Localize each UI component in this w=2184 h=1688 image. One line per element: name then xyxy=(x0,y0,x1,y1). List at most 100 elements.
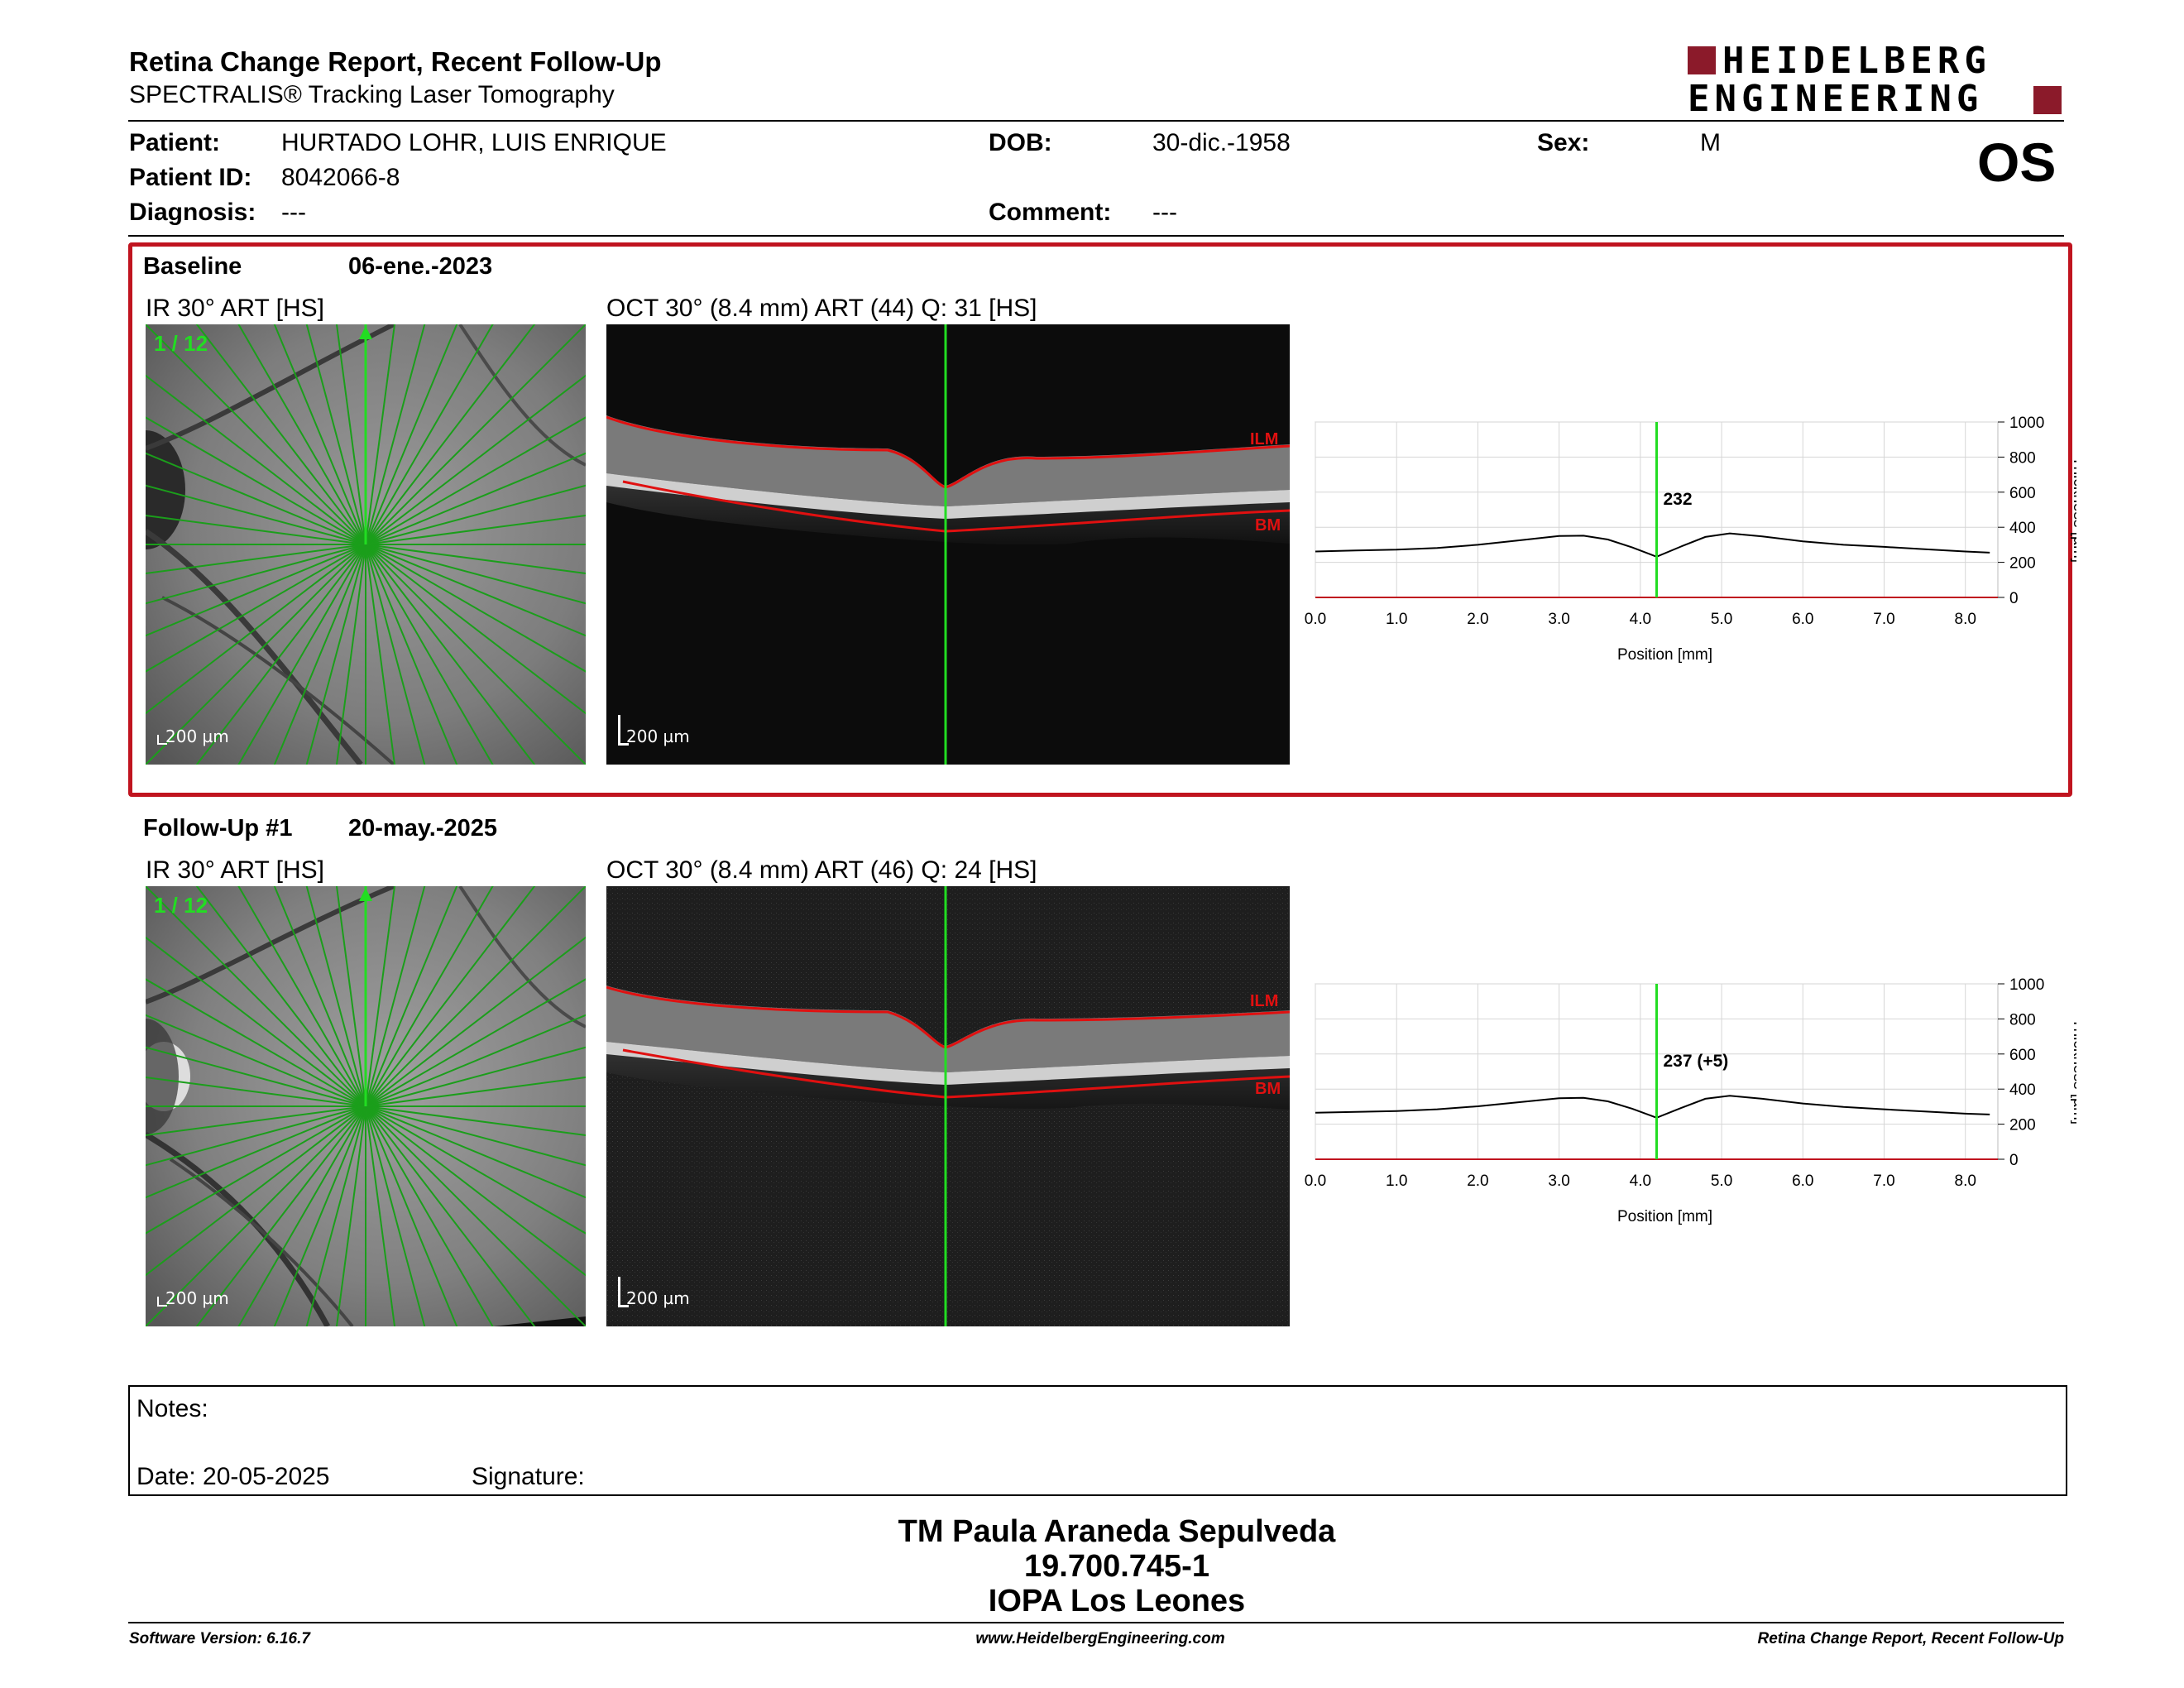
baseline-ir-title: IR 30° ART [HS] xyxy=(146,295,324,322)
baseline-oct-svg xyxy=(606,324,1290,765)
notes-box: Notes: Date: 20-05-2025 Signature: xyxy=(128,1385,2067,1496)
heidelberg-logo: HEIDELBERG ENGINEERING xyxy=(1688,43,2068,119)
baseline-ir-scale-text: 200 µm xyxy=(165,727,229,746)
followup-label: Follow-Up #1 xyxy=(143,815,293,842)
x-tick-label: 2.0 xyxy=(1467,1172,1488,1190)
footer-rule xyxy=(128,1622,2064,1623)
baseline-ilm-label: ILM xyxy=(1250,430,1279,448)
y-tick-label: 600 xyxy=(2009,485,2036,502)
baseline-ir-scale-bar xyxy=(157,735,167,745)
eye-indicator: OS xyxy=(1977,132,2057,193)
y-axis-label: Thickness [µm] xyxy=(2070,457,2076,563)
logo-square-bottom xyxy=(2033,86,2062,114)
patient-name: HURTADO LOHR, LUIS ENRIQUE xyxy=(281,129,667,156)
x-axis-label: Position [mm] xyxy=(1617,646,1712,664)
marker-value-label: 232 xyxy=(1664,490,1693,509)
x-tick-label: 8.0 xyxy=(1955,611,1976,628)
x-tick-label: 4.0 xyxy=(1630,1172,1651,1190)
baseline-thickness-chart: 0.0 1.0 2.0 3.0 4.0 5.0 6.0 7.0 8.0 0 200 400 600 800… xyxy=(1299,405,2087,687)
diagnosis-label: Diagnosis: xyxy=(129,199,256,226)
baseline-oct-image: ILM BM 200 µm xyxy=(606,324,1290,765)
header-rule xyxy=(128,120,2064,122)
x-tick-label: 5.0 xyxy=(1711,611,1732,628)
patient-label: Patient: xyxy=(129,129,221,156)
signature-label: Signature: xyxy=(472,1463,585,1490)
y-tick-label: 600 xyxy=(2009,1047,2036,1064)
y-tick-label: 400 xyxy=(2009,1081,2036,1099)
patient-rule xyxy=(128,235,2064,237)
followup-scan-index: 1 / 12 xyxy=(154,893,208,918)
footer-report-name: Retina Change Report, Recent Follow-Up xyxy=(1757,1630,2064,1647)
followup-oct-title: OCT 30° (8.4 mm) ART (46) Q: 24 [HS] xyxy=(606,856,1037,884)
notes-label: Notes: xyxy=(136,1395,208,1422)
signatory-id: 19.700.745-1 xyxy=(1024,1549,1209,1584)
y-tick-label: 200 xyxy=(2009,555,2036,573)
baseline-chart-svg: 0.0 1.0 2.0 3.0 4.0 5.0 6.0 7.0 8.0 0 200 400 600 800… xyxy=(1305,415,2087,664)
x-tick-label: 8.0 xyxy=(1955,1172,1976,1190)
y-tick-label: 800 xyxy=(2009,449,2036,467)
patient-id-value: 8042066-8 xyxy=(281,164,400,191)
followup-fundus-svg xyxy=(146,886,586,1326)
y-tick-label: 0 xyxy=(2009,1152,2019,1169)
footer-software: Software Version: 6.16.7 xyxy=(129,1630,310,1647)
followup-oct-svg xyxy=(606,886,1290,1326)
baseline-oct-scale-bar xyxy=(618,715,629,746)
y-tick-label: 400 xyxy=(2009,520,2036,537)
baseline-bm-label: BM xyxy=(1255,516,1281,535)
followup-date: 20-may.-2025 xyxy=(348,815,498,842)
logo-square-top xyxy=(1688,46,1716,74)
x-tick-label: 1.0 xyxy=(1386,1172,1407,1190)
baseline-oct-title: OCT 30° (8.4 mm) ART (44) Q: 31 [HS] xyxy=(606,295,1037,322)
followup-ir-scale-bar xyxy=(157,1297,167,1307)
followup-chart-svg: 0.0 1.0 2.0 3.0 4.0 5.0 6.0 7.0 8.0 0 200 400 600 800… xyxy=(1305,976,2087,1225)
x-tick-label: 3.0 xyxy=(1548,1172,1569,1190)
x-tick-label: 0.0 xyxy=(1305,1172,1326,1190)
y-tick-label: 1000 xyxy=(2009,976,2044,994)
logo-word-1: HEIDELBERG xyxy=(1722,40,1991,82)
x-tick-label: 6.0 xyxy=(1792,1172,1813,1190)
y-tick-label: 800 xyxy=(2009,1011,2036,1029)
y-tick-label: 0 xyxy=(2009,590,2019,607)
followup-thickness-chart: 0.0 1.0 2.0 3.0 4.0 5.0 6.0 7.0 8.0 0 200 400 600 800… xyxy=(1299,967,2087,1249)
baseline-ir-image: 1 / 12 200 µm xyxy=(146,324,586,765)
sex-label: Sex: xyxy=(1537,129,1590,156)
x-axis-label: Position [mm] xyxy=(1617,1208,1712,1225)
followup-ir-scale-text: 200 µm xyxy=(165,1288,229,1308)
dob-label: DOB: xyxy=(989,129,1052,156)
baseline-oct-scale-text: 200 µm xyxy=(626,727,690,746)
footer-website[interactable]: www.HeidelbergEngineering.com xyxy=(975,1630,1225,1647)
x-tick-label: 4.0 xyxy=(1630,611,1651,628)
dob-value: 30-dic.-1958 xyxy=(1152,129,1291,156)
followup-ir-title: IR 30° ART [HS] xyxy=(146,856,324,884)
x-tick-label: 1.0 xyxy=(1386,611,1407,628)
x-tick-label: 2.0 xyxy=(1467,611,1488,628)
comment-label: Comment: xyxy=(989,199,1112,226)
diagnosis-value: --- xyxy=(281,199,306,226)
followup-oct-scale-bar xyxy=(618,1277,629,1307)
x-tick-label: 6.0 xyxy=(1792,611,1813,628)
report-title: Retina Change Report, Recent Follow-Up xyxy=(129,46,662,77)
x-tick-label: 5.0 xyxy=(1711,1172,1732,1190)
marker-value-label: 237 (+5) xyxy=(1664,1052,1729,1071)
x-tick-label: 0.0 xyxy=(1305,611,1326,628)
followup-oct-scale-text: 200 µm xyxy=(626,1288,690,1308)
baseline-label: Baseline xyxy=(143,253,242,280)
baseline-date: 06-ene.-2023 xyxy=(348,253,493,280)
baseline-panel xyxy=(128,242,2072,797)
x-tick-label: 3.0 xyxy=(1548,611,1569,628)
signatory-institution: IOPA Los Leones xyxy=(988,1584,1246,1618)
report-subtitle: SPECTRALIS® Tracking Laser Tomography xyxy=(129,81,615,108)
comment-value: --- xyxy=(1152,199,1177,226)
patient-id-label: Patient ID: xyxy=(129,164,252,191)
signatory-name: TM Paula Araneda Sepulveda xyxy=(898,1514,1336,1549)
notes-date: Date: 20-05-2025 xyxy=(136,1463,330,1490)
followup-oct-image: ILM BM 200 µm xyxy=(606,886,1290,1326)
sex-value: M xyxy=(1700,129,1721,156)
y-tick-label: 200 xyxy=(2009,1117,2036,1134)
logo-word-2: ENGINEERING xyxy=(1688,78,1984,120)
followup-bm-label: BM xyxy=(1255,1080,1281,1098)
y-axis-label: Thickness [µm] xyxy=(2070,1019,2076,1125)
baseline-scan-index: 1 / 12 xyxy=(154,331,208,356)
baseline-fundus-svg xyxy=(146,324,586,765)
followup-ir-image: 1 / 12 200 µm xyxy=(146,886,586,1326)
